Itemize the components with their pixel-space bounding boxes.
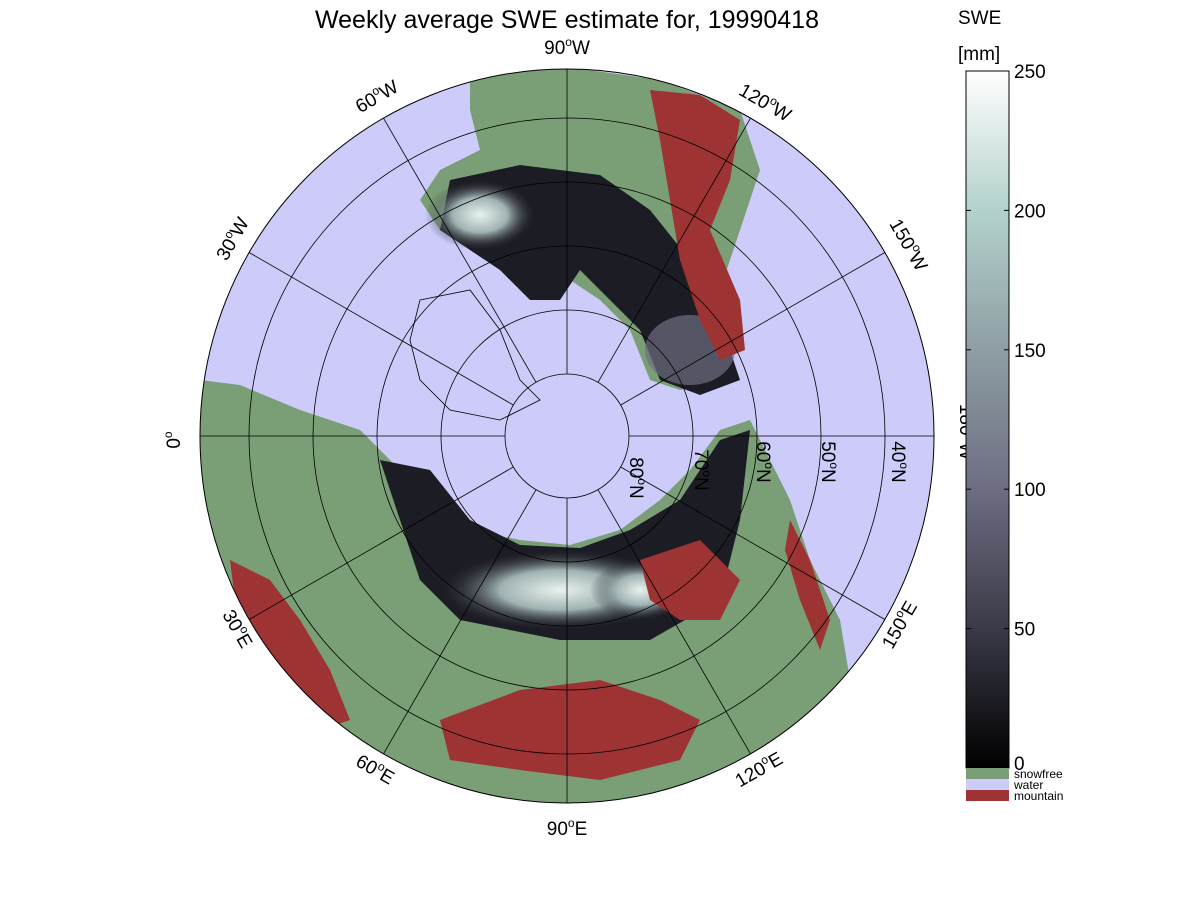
latitude-labels: 80oN 70oN 60oN 50oN 40oN <box>625 441 911 499</box>
colorbar-tick-label: 250 <box>1014 62 1046 83</box>
meridian-line <box>248 252 514 406</box>
greenland-outline <box>409 289 541 421</box>
colorbar-tick-label: 150 <box>1014 341 1046 362</box>
mountain-europe <box>230 560 350 730</box>
meridian-line <box>597 489 751 755</box>
colorbar-label-line2: [mm] <box>958 44 1000 65</box>
longitude-label: 60oW <box>351 74 403 118</box>
meridian-lines <box>200 69 934 803</box>
mountain-east-siberia <box>640 540 740 620</box>
category-swatch <box>966 768 1009 779</box>
colorbar-ticks: 0 50 100 150 200 250 <box>966 62 1046 775</box>
mountain-central-asia <box>440 680 700 780</box>
colorbar-tick-label: 0 <box>1014 754 1025 775</box>
category-label: mountain <box>1014 789 1063 803</box>
category-label: water <box>1013 778 1043 792</box>
category-label: snowfree <box>1014 767 1063 781</box>
snow-peak-hudson <box>425 180 535 250</box>
meridian-line <box>597 117 751 383</box>
latitude-label: 70oN <box>690 449 714 491</box>
colorbar-gradient <box>965 70 1010 769</box>
latitude-label: 80oN <box>625 457 649 499</box>
longitude-label: 90oE <box>547 816 588 840</box>
colorbar-tick-label: 100 <box>1014 480 1046 501</box>
polar-map <box>200 69 934 803</box>
colorbar-tick-label: 50 <box>1014 620 1035 641</box>
latitude-label: 50oN <box>817 441 841 483</box>
longitude-label: 90oW <box>544 35 590 59</box>
map-border <box>199 68 935 804</box>
colorbar-tick-label: 200 <box>1014 201 1046 222</box>
mountain-kamchatka <box>785 520 830 650</box>
longitude-label: 0o <box>161 431 185 449</box>
colorbar: SWE [mm] 0 50 100 150 200 250 snowfreewatermo… <box>958 8 1063 803</box>
meridian-line <box>383 117 537 383</box>
meridian-line <box>383 489 537 755</box>
map-title: Weekly average SWE estimate for, 1999041… <box>315 6 819 34</box>
colorbar-label-line1: SWE <box>958 8 1001 29</box>
latitude-label: 40oN <box>887 441 911 483</box>
meridian-line <box>620 466 886 620</box>
meridian-line <box>248 466 514 620</box>
category-swatch <box>966 779 1009 790</box>
category-swatch <box>966 790 1009 801</box>
meridian-line <box>620 252 886 406</box>
latitude-label: 60oN <box>752 441 776 483</box>
